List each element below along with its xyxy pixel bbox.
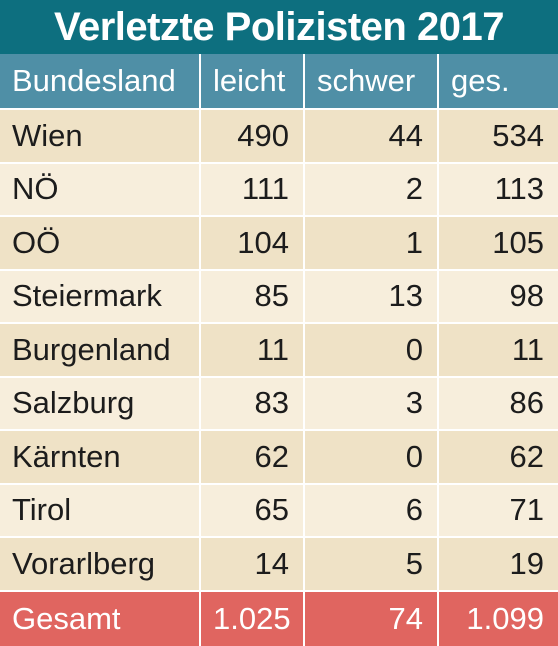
leicht-cell: 111: [199, 161, 304, 216]
schwer-cell: 0: [303, 429, 438, 484]
state-cell: Wien: [0, 108, 200, 163]
data-table: Bundesland leicht schwer ges. Wien 490 44 5…: [0, 54, 558, 646]
leicht-cell: 104: [199, 215, 304, 270]
gesamt-cell: 98: [437, 268, 558, 323]
column-header-gesamt: ges.: [437, 54, 558, 109]
gesamt-cell: 71: [437, 482, 558, 537]
table-row: Kärnten 62 0 62: [0, 429, 558, 484]
table-row: Tirol 65 6 71: [0, 482, 558, 537]
column-header-leicht: leicht: [199, 54, 304, 109]
state-cell: Steiermark: [0, 268, 200, 323]
gesamt-cell: 86: [437, 375, 558, 430]
total-leicht-cell: 1.025: [199, 589, 304, 646]
leicht-cell: 85: [199, 268, 304, 323]
column-header-bundesland: Bundesland: [0, 54, 200, 109]
schwer-cell: 3: [303, 375, 438, 430]
table-body: Wien 490 44 534 NÖ 111 2 113 OÖ 104 1 105 Steiermark…: [0, 108, 558, 591]
column-header-schwer: schwer: [303, 54, 438, 109]
table-row: Burgenland 11 0 11: [0, 322, 558, 377]
state-cell: Salzburg: [0, 375, 200, 430]
table-row: Steiermark 85 13 98: [0, 268, 558, 323]
table-row: Wien 490 44 534: [0, 108, 558, 163]
table-row: Vorarlberg 14 5 19: [0, 536, 558, 591]
schwer-cell: 2: [303, 161, 438, 216]
schwer-cell: 6: [303, 482, 438, 537]
state-cell: OÖ: [0, 215, 200, 270]
gesamt-cell: 11: [437, 322, 558, 377]
state-cell: Vorarlberg: [0, 536, 200, 591]
gesamt-cell: 113: [437, 161, 558, 216]
leicht-cell: 83: [199, 375, 304, 430]
schwer-cell: 0: [303, 322, 438, 377]
state-cell: Tirol: [0, 482, 200, 537]
chart-title: Verletzte Polizisten 2017: [0, 0, 558, 54]
leicht-cell: 14: [199, 536, 304, 591]
total-schwer-cell: 74: [303, 589, 438, 646]
leicht-cell: 65: [199, 482, 304, 537]
state-cell: Burgenland: [0, 322, 200, 377]
state-cell: NÖ: [0, 161, 200, 216]
total-gesamt-cell: 1.099: [437, 589, 558, 646]
gesamt-cell: 105: [437, 215, 558, 270]
header-row: Bundesland leicht schwer ges.: [0, 54, 558, 109]
total-label-cell: Gesamt: [0, 589, 200, 646]
gesamt-cell: 534: [437, 108, 558, 163]
table-row: Salzburg 83 3 86: [0, 375, 558, 430]
schwer-cell: 1: [303, 215, 438, 270]
gesamt-cell: 62: [437, 429, 558, 484]
leicht-cell: 490: [199, 108, 304, 163]
schwer-cell: 13: [303, 268, 438, 323]
schwer-cell: 5: [303, 536, 438, 591]
table-row: NÖ 111 2 113: [0, 161, 558, 216]
table-row: OÖ 104 1 105: [0, 215, 558, 270]
gesamt-cell: 19: [437, 536, 558, 591]
total-row: Gesamt 1.025 74 1.099: [0, 589, 558, 646]
leicht-cell: 11: [199, 322, 304, 377]
state-cell: Kärnten: [0, 429, 200, 484]
schwer-cell: 44: [303, 108, 438, 163]
leicht-cell: 62: [199, 429, 304, 484]
